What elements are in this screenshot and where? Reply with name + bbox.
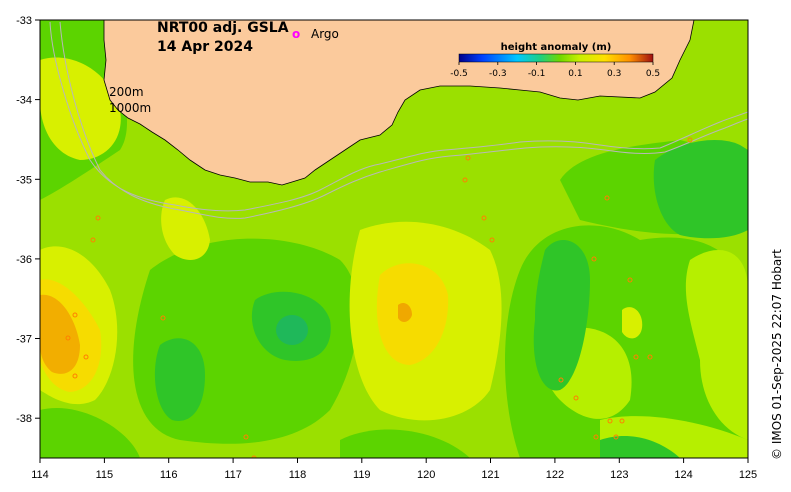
argo-marker[interactable] bbox=[607, 418, 613, 424]
credit-text: © IMOS 01-Sep-2025 22:07 Hobart bbox=[770, 249, 784, 460]
x-tick-label: 116 bbox=[160, 469, 178, 481]
anomaly-contour-orange-center bbox=[398, 303, 412, 322]
argo-marker[interactable] bbox=[65, 335, 71, 341]
isobath-1000m bbox=[59, 21, 748, 219]
colorbar-title: height anomaly (m) bbox=[501, 42, 612, 53]
isobath-1000m-label: 1000m bbox=[109, 101, 151, 115]
anomaly-contour-yellow-center bbox=[376, 263, 449, 365]
argo-marker[interactable] bbox=[481, 215, 487, 221]
x-tick-label: 122 bbox=[546, 469, 564, 481]
anomaly-contour-darkgreen-1 bbox=[154, 338, 205, 421]
colorbar-tick-label: 0.5 bbox=[646, 69, 660, 79]
anomaly-contour-yellowgreen-north bbox=[161, 197, 210, 260]
colorbar-tick-label: 0.1 bbox=[568, 69, 582, 79]
argo-marker[interactable] bbox=[83, 354, 89, 360]
anomaly-contour-darkgreen-3 bbox=[533, 240, 590, 391]
anomaly-contour-lime-east-lobe bbox=[685, 250, 748, 440]
argo-marker[interactable] bbox=[627, 277, 633, 283]
argo-marker[interactable] bbox=[633, 354, 639, 360]
argo-marker[interactable] bbox=[72, 373, 78, 379]
anomaly-contour-yellowgreen-northwest bbox=[40, 57, 121, 160]
x-tick-label: 117 bbox=[224, 469, 242, 481]
argo-float-markers bbox=[65, 137, 693, 460]
x-tick-label: 125 bbox=[739, 469, 757, 481]
argo-marker[interactable] bbox=[251, 455, 257, 460]
argo-marker[interactable] bbox=[613, 434, 619, 440]
y-axis: -33 -34 -35 -36 -37 -38 bbox=[16, 15, 40, 425]
y-tick-label: -38 bbox=[16, 413, 32, 425]
argo-legend-symbol: o bbox=[292, 27, 300, 41]
map-title-date: 14 Apr 2024 bbox=[157, 39, 253, 55]
x-tick-label: 124 bbox=[674, 469, 692, 481]
argo-marker[interactable] bbox=[687, 137, 693, 143]
anomaly-contour-darkgreen-5 bbox=[600, 436, 680, 458]
y-tick-label: -37 bbox=[16, 334, 32, 346]
x-axis: 114 115 116 117 118 119 120 121 122 123 … bbox=[31, 458, 757, 481]
colorbar-tick-label: 0.3 bbox=[607, 69, 621, 79]
argo-marker[interactable] bbox=[90, 237, 96, 243]
x-tick-label: 118 bbox=[289, 469, 307, 481]
argo-marker[interactable] bbox=[72, 312, 78, 318]
x-tick-label: 120 bbox=[417, 469, 435, 481]
colorbar-tick-label: -0.5 bbox=[450, 69, 468, 79]
anomaly-contour-darkest-green bbox=[276, 315, 308, 345]
argo-marker[interactable] bbox=[465, 155, 471, 161]
anomaly-contour-darkgreen-4 bbox=[653, 140, 748, 239]
map-title-product: NRT00 adj. GSLA bbox=[157, 20, 289, 36]
argo-marker[interactable] bbox=[573, 395, 579, 401]
argo-marker[interactable] bbox=[593, 434, 599, 440]
colorbar-tick-label: -0.1 bbox=[528, 69, 546, 79]
y-tick-label: -36 bbox=[16, 254, 32, 266]
colorbar: height anomaly (m) -0.5 -0.3 -0.1 0.1 0.… bbox=[450, 42, 660, 79]
x-tick-label: 121 bbox=[481, 469, 499, 481]
isobath-200m-label: 200m bbox=[109, 85, 144, 99]
argo-marker[interactable] bbox=[591, 256, 597, 262]
anomaly-contour-green-south bbox=[340, 429, 470, 458]
y-tick-label: -35 bbox=[16, 174, 32, 186]
x-tick-label: 114 bbox=[31, 469, 49, 481]
argo-marker[interactable] bbox=[160, 315, 166, 321]
x-tick-label: 119 bbox=[353, 469, 371, 481]
x-tick-label: 123 bbox=[610, 469, 628, 481]
argo-marker[interactable] bbox=[243, 434, 249, 440]
anomaly-contour-orange-west bbox=[40, 294, 80, 374]
anomaly-contour-green-southwest bbox=[40, 408, 140, 458]
plot-border bbox=[39, 19, 749, 459]
x-tick-label: 115 bbox=[96, 469, 114, 481]
anomaly-contour-yellowgreen-east bbox=[622, 307, 643, 339]
argo-marker[interactable] bbox=[95, 215, 101, 221]
argo-marker[interactable] bbox=[558, 377, 564, 383]
argo-legend-label: Argo bbox=[311, 27, 339, 41]
map-plot-area bbox=[40, 20, 748, 460]
colorbar-ticks bbox=[458, 62, 654, 65]
colorbar-tick-label: -0.3 bbox=[489, 69, 507, 79]
argo-marker[interactable] bbox=[489, 237, 495, 243]
y-tick-label: -33 bbox=[16, 15, 32, 27]
argo-marker[interactable] bbox=[604, 195, 610, 201]
argo-marker[interactable] bbox=[647, 354, 653, 360]
argo-marker[interactable] bbox=[462, 177, 468, 183]
argo-marker[interactable] bbox=[619, 418, 625, 424]
y-tick-label: -34 bbox=[16, 95, 32, 107]
colorbar-gradient bbox=[458, 53, 654, 63]
